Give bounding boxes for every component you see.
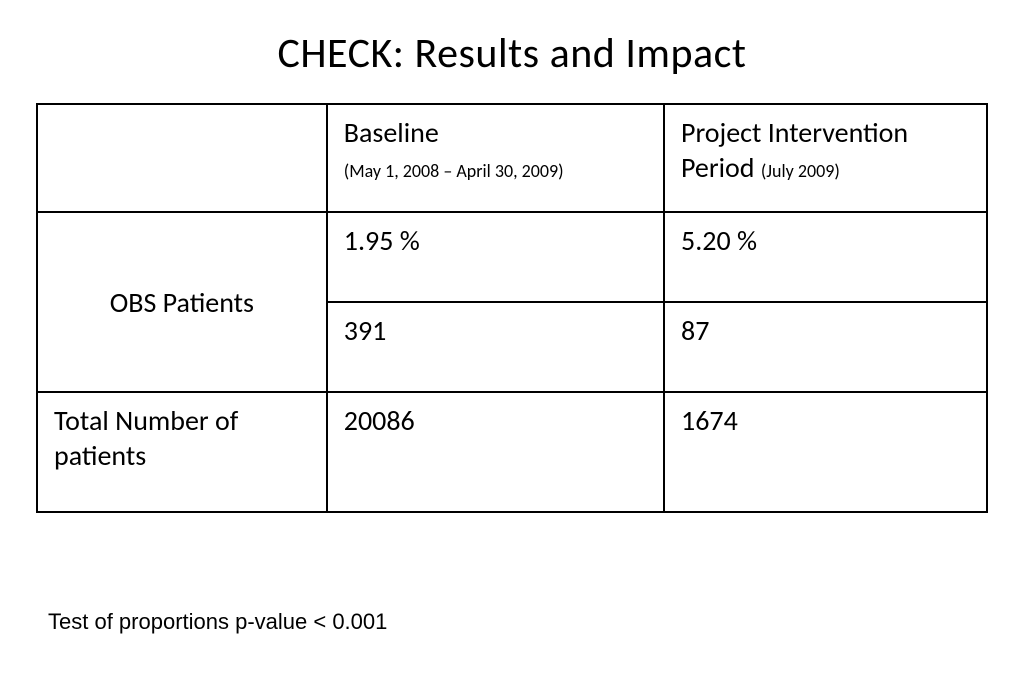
slide: CHECK: Results and Impact Baseline (May …	[0, 0, 1024, 683]
obs-count-baseline: 391	[327, 302, 664, 392]
obs-pct-intervention: 5.20 %	[664, 212, 987, 302]
header-baseline: Baseline (May 1, 2008 – April 30, 2009)	[327, 104, 664, 212]
obs-patients-label: OBS Patients	[37, 212, 327, 392]
page-title: CHECK: Results and Impact	[36, 28, 988, 79]
table-row: Total Number of patients 20086 1674	[37, 392, 987, 512]
header-intervention-sub: (July 2009)	[761, 160, 840, 182]
total-label: Total Number of patients	[37, 392, 327, 512]
total-intervention: 1674	[664, 392, 987, 512]
table-header-row: Baseline (May 1, 2008 – April 30, 2009) …	[37, 104, 987, 212]
results-table: Baseline (May 1, 2008 – April 30, 2009) …	[36, 103, 988, 513]
table-row: OBS Patients 1.95 % 5.20 %	[37, 212, 987, 302]
header-empty	[37, 104, 327, 212]
header-intervention: Project Intervention Period (July 2009)	[664, 104, 987, 212]
obs-count-intervention: 87	[664, 302, 987, 392]
footnote: Test of proportions p-value < 0.001	[48, 609, 387, 635]
header-baseline-main: Baseline	[344, 115, 439, 150]
total-baseline: 20086	[327, 392, 664, 512]
header-baseline-sub: (May 1, 2008 – April 30, 2009)	[344, 160, 564, 182]
obs-pct-baseline: 1.95 %	[327, 212, 664, 302]
